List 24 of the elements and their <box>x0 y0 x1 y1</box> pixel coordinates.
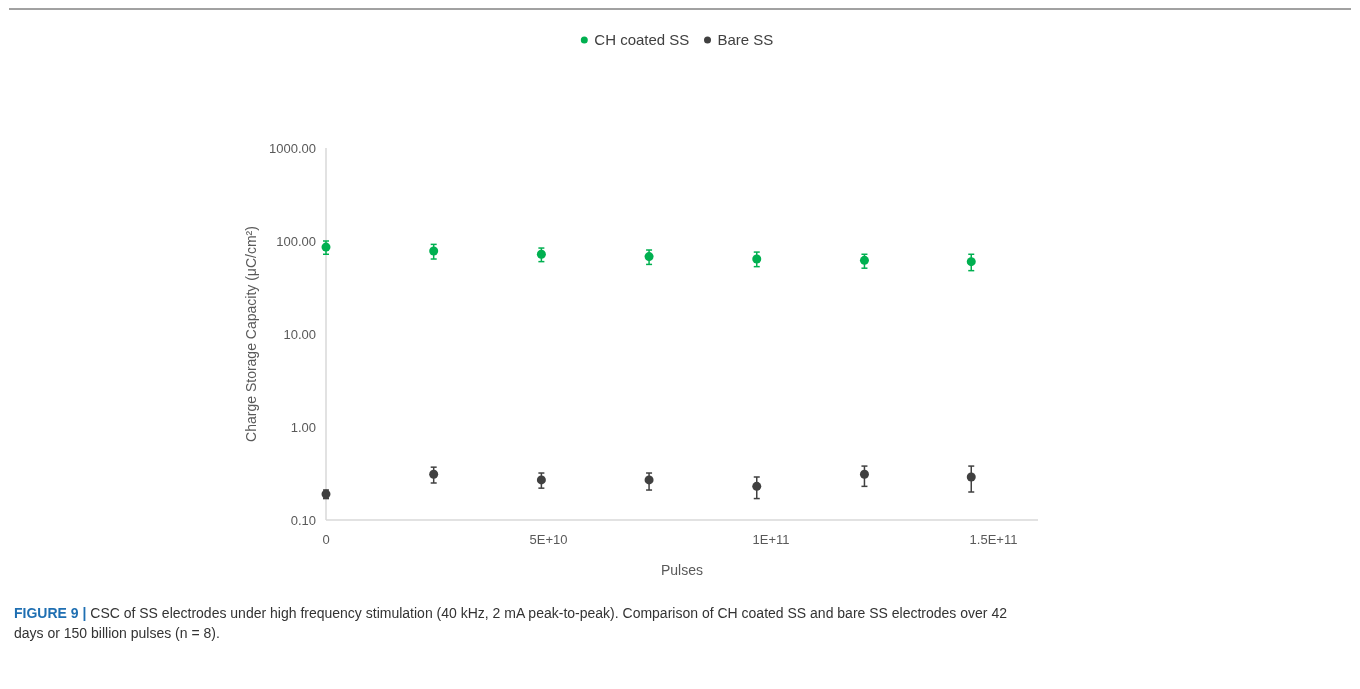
y-tick-label: 1.00 <box>290 419 316 435</box>
x-axis-title: Pulses <box>660 562 704 578</box>
x-tick-label: 1E+11 <box>752 532 790 547</box>
x-tick-label: 0 <box>322 532 330 547</box>
y-axis-title: Charge Storage Capacity (μC/cm²) <box>243 226 259 442</box>
point <box>966 257 976 267</box>
legend-label: Bare SS <box>717 31 774 49</box>
y-tick-label: 10.00 <box>283 326 316 342</box>
point <box>966 472 976 482</box>
x-tick-label: 1.5E+11 <box>969 532 1018 547</box>
point <box>859 255 869 265</box>
legend-label: CH coated SS <box>594 31 690 49</box>
point <box>859 469 869 479</box>
point <box>752 254 762 264</box>
point <box>429 246 439 256</box>
caption: FIGURE 9 | CSC of SS electrodes under high frequency stimulation (40 kHz, 2 mA peak-to-peak). Comparison of CH coated SS and bare SS electrodes over 42 days or 150 billion pulses (n = 8). <box>14 605 1008 641</box>
point <box>644 252 654 262</box>
x-tick-label: 5E+10 <box>529 532 568 547</box>
point <box>536 475 546 485</box>
y-tick-label: 0.10 <box>290 512 316 528</box>
y-tick-label: 100.00 <box>276 233 316 249</box>
point <box>752 481 762 491</box>
point <box>536 249 546 259</box>
y-tick-label: 1000.00 <box>269 140 316 156</box>
